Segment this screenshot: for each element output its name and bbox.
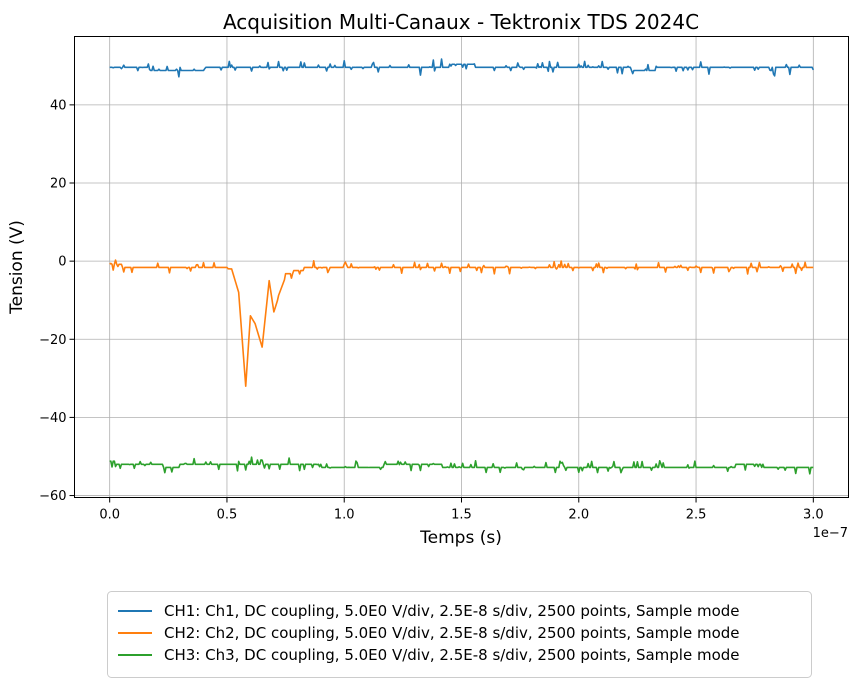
x-tick-label: 3.0 [803,508,824,523]
x-tick-label: 1.0 [334,508,355,523]
y-axis-label: Tension (V) [7,220,27,315]
y-tick-label: −60 [39,489,66,504]
chart-title: Acquisition Multi-Canaux - Tektronix TDS… [223,10,699,34]
legend-label-ch3: CH3: Ch3, DC coupling, 5.0E0 V/div, 2.5E… [164,646,740,664]
y-tick-label: 20 [50,177,67,192]
legend-label-ch2: CH2: Ch2, DC coupling, 5.0E0 V/div, 2.5E… [164,624,740,642]
y-tick-label: 0 [58,255,66,270]
y-axis-ticks: −60 −40 −20 0 20 40 [39,98,75,504]
series-line-ch2 [109,259,814,387]
series-line-ch3 [109,456,814,475]
x-tick-label: 2.5 [686,508,707,523]
x-axis-label: Temps (s) [419,528,502,548]
x-tick-label: 2.0 [568,508,589,523]
y-tick-label: 40 [50,98,67,113]
y-tick-label: −40 [39,411,66,426]
legend-label-ch1: CH1: Ch1, DC coupling, 5.0E0 V/div, 2.5E… [164,602,740,620]
legend: CH1: Ch1, DC coupling, 5.0E0 V/div, 2.5E… [107,591,812,678]
x-tick-label: 0.0 [99,508,120,523]
y-tick-label: −20 [39,333,66,348]
x-tick-label: 1.5 [451,508,472,523]
series-line-ch1 [109,58,815,78]
x-tick-label: 0.5 [217,508,238,523]
legend-box [107,591,812,678]
x-offset-label: 1e−7 [813,526,848,541]
series-layer [109,58,815,475]
x-axis-ticks: 0.0 0.5 1.0 1.5 2.0 2.5 3.0 [99,497,824,523]
